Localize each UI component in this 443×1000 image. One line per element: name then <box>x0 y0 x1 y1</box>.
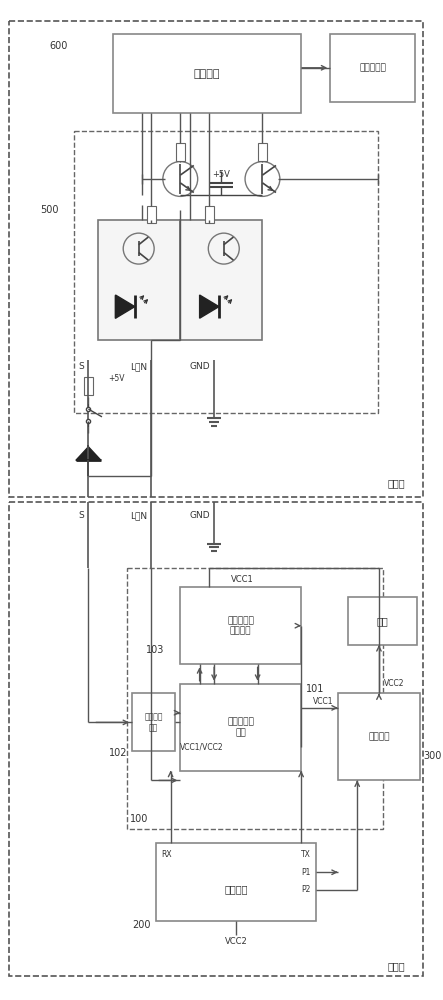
Bar <box>84 377 93 395</box>
Text: VCC1/VCC2: VCC1/VCC2 <box>180 742 224 751</box>
Text: VCC2: VCC2 <box>384 679 404 688</box>
Bar <box>205 206 214 223</box>
Polygon shape <box>116 295 135 318</box>
Text: S: S <box>79 362 85 371</box>
Bar <box>132 693 175 751</box>
Text: +5V: +5V <box>108 374 124 383</box>
Bar <box>127 568 383 829</box>
Bar <box>330 34 415 102</box>
Text: 室内机负载: 室内机负载 <box>359 63 386 72</box>
Text: 200: 200 <box>132 920 151 930</box>
Text: S: S <box>79 511 85 520</box>
Text: 100: 100 <box>130 814 148 824</box>
Text: 300: 300 <box>423 751 441 761</box>
Text: VCC2: VCC2 <box>225 937 247 946</box>
Text: L或N: L或N <box>130 362 148 371</box>
Text: L或N: L或N <box>130 511 148 520</box>
Text: 主控制器: 主控制器 <box>224 885 248 895</box>
Text: VCC1: VCC1 <box>231 575 254 584</box>
Text: P1: P1 <box>301 868 311 877</box>
Text: +5V: +5V <box>212 170 230 179</box>
Text: 102: 102 <box>109 748 127 758</box>
Text: 103: 103 <box>147 645 165 655</box>
Bar <box>156 843 315 921</box>
Text: 电流环通信
模块: 电流环通信 模块 <box>227 718 254 737</box>
Text: P2: P2 <box>301 885 311 894</box>
Bar <box>113 34 301 113</box>
Bar <box>180 684 301 771</box>
Bar <box>74 131 378 413</box>
Text: TX: TX <box>301 850 311 859</box>
Bar <box>258 143 267 161</box>
Text: 室外机: 室外机 <box>388 961 405 971</box>
Bar <box>98 220 180 340</box>
Text: 电源电路: 电源电路 <box>368 732 390 741</box>
Text: 信号隔离
模块: 信号隔离 模块 <box>144 713 163 732</box>
Bar <box>180 587 301 664</box>
Bar <box>176 143 185 161</box>
Bar <box>338 693 420 780</box>
Bar <box>9 502 423 976</box>
Text: GND: GND <box>190 511 210 520</box>
Text: VCC1: VCC1 <box>313 697 333 706</box>
Text: 500: 500 <box>40 205 58 215</box>
Bar <box>9 21 423 497</box>
Text: RX: RX <box>161 850 171 859</box>
Text: 电流环调节
控制模块: 电流环调节 控制模块 <box>227 616 254 635</box>
Text: 主控芯片: 主控芯片 <box>193 69 220 79</box>
Polygon shape <box>76 447 101 460</box>
Polygon shape <box>200 295 219 318</box>
Bar <box>348 597 417 645</box>
Text: 负载: 负载 <box>377 616 388 626</box>
Text: 101: 101 <box>306 684 324 694</box>
Bar <box>147 206 155 223</box>
Text: 室内机: 室内机 <box>388 478 405 488</box>
Text: 600: 600 <box>50 41 68 51</box>
Bar <box>180 220 262 340</box>
Text: GND: GND <box>190 362 210 371</box>
